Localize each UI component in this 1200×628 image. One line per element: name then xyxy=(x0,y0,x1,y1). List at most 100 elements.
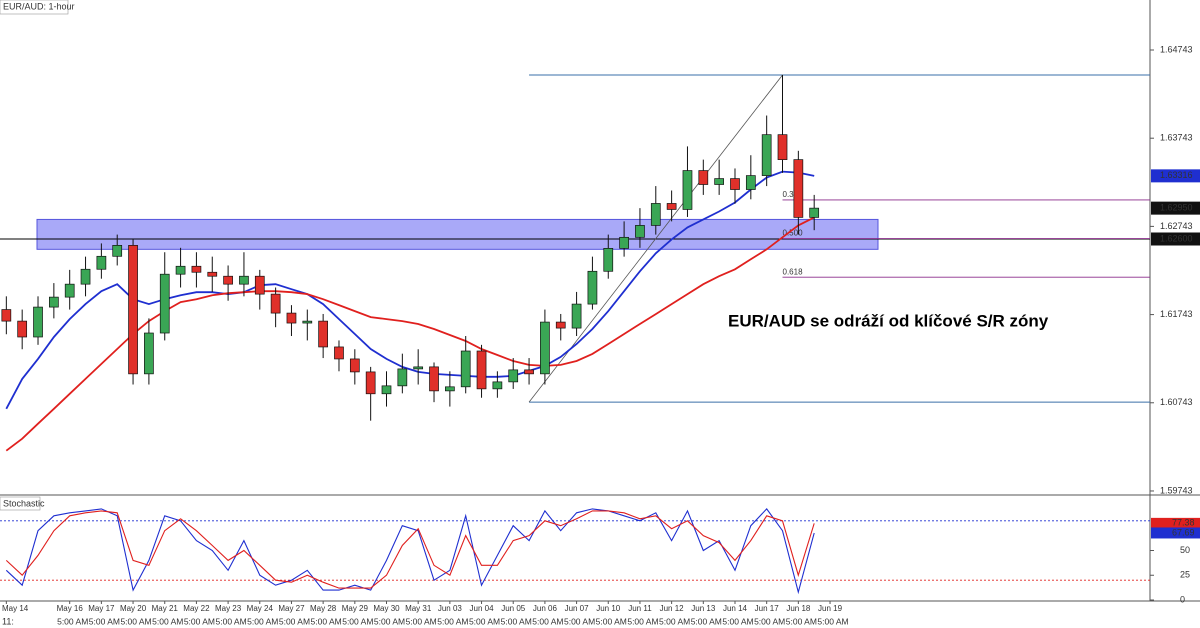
candle-body xyxy=(524,369,534,375)
y-tick-label: 1.61743 xyxy=(1160,309,1193,319)
price-badge-label: 1.62950 xyxy=(1160,203,1193,213)
time-label: 5:00 AM xyxy=(564,616,595,626)
stochastic-title: Stochastic xyxy=(3,498,45,508)
chart-title: EUR/AUD: 1-hour xyxy=(3,1,75,11)
time-label: 5:00 AM xyxy=(817,616,848,626)
candle-body xyxy=(286,312,297,324)
time-label: 5:00 AM xyxy=(532,616,563,626)
time-label: 5:00 AM xyxy=(722,616,753,626)
candle-body xyxy=(587,270,598,305)
time-label: 5:00 AM xyxy=(247,616,278,626)
time-label: 5:00 AM xyxy=(120,616,151,626)
stochastic-badge-label: 67.69 xyxy=(1172,527,1195,537)
candle-body xyxy=(381,385,392,395)
time-label: 5:00 AM xyxy=(469,616,500,626)
time-label: 5:00 AM xyxy=(374,616,405,626)
x-tick-label: May 29 xyxy=(342,604,369,613)
candle-body xyxy=(49,296,59,308)
price-badge xyxy=(1151,232,1200,246)
candle-body xyxy=(349,358,360,373)
stochastic-line xyxy=(5,508,815,595)
candle-body xyxy=(682,170,693,210)
x-tick-label: Jun 11 xyxy=(628,604,652,613)
time-label: 5:00 AM xyxy=(786,616,817,626)
candle-body xyxy=(239,275,249,285)
time-label: 5:00 AM xyxy=(216,616,247,626)
fib-label: 0.500 xyxy=(783,229,804,238)
time-label: 5:00 AM xyxy=(627,616,658,626)
x-tick-label: May 31 xyxy=(405,604,432,613)
candle-body xyxy=(17,320,28,338)
time-label: 5:00 AM xyxy=(57,616,88,626)
candle-body xyxy=(508,369,519,383)
time-label: 5:00 AM xyxy=(754,616,785,626)
candle-body xyxy=(365,371,376,395)
candle-body xyxy=(745,175,756,190)
time-label: 5:00 AM xyxy=(596,616,627,626)
fib-label: 0.382 xyxy=(783,190,804,199)
candle-body xyxy=(175,265,186,275)
y-tick-label: 1.64743 xyxy=(1160,44,1193,54)
moving-average xyxy=(5,216,815,452)
x-tick-label: Jun 17 xyxy=(755,604,780,613)
time-label: 5:00 AM xyxy=(691,616,722,626)
price-badge xyxy=(1151,201,1200,215)
candle-body xyxy=(302,320,313,324)
x-tick-label: Jun 04 xyxy=(470,604,495,613)
stochastic-badge xyxy=(1151,517,1200,529)
x-tick-label: May 14 xyxy=(2,604,29,613)
sr-zone xyxy=(36,218,879,250)
time-label: 5:00 AM xyxy=(406,616,437,626)
candle-body xyxy=(64,283,75,298)
x-tick-label: Jun 18 xyxy=(786,604,811,613)
candle-body xyxy=(128,245,138,375)
candle-body xyxy=(476,350,487,390)
candle-body xyxy=(650,203,661,226)
candle-body xyxy=(334,346,344,360)
x-tick-label: Jun 12 xyxy=(660,604,685,613)
candle-body xyxy=(1,309,12,322)
candle-body xyxy=(445,386,455,392)
candle-body xyxy=(207,271,218,277)
x-tick-label: Jun 05 xyxy=(501,604,526,613)
candle-body xyxy=(761,134,772,176)
time-label: 5:00 AM xyxy=(311,616,342,626)
x-tick-label: May 28 xyxy=(310,604,337,613)
stochastic-tick-label: 25 xyxy=(1180,570,1190,580)
y-tick-label: 1.63743 xyxy=(1160,133,1193,143)
x-tick-label: May 20 xyxy=(120,604,147,613)
candle-body xyxy=(714,178,724,185)
stochastic-badge xyxy=(1151,527,1200,539)
candle-body xyxy=(33,306,43,338)
stochastic-badge-label: 77.38 xyxy=(1172,518,1195,528)
x-tick-label: May 16 xyxy=(57,604,84,613)
y-tick-label: 1.60743 xyxy=(1160,397,1193,407)
candle-body xyxy=(460,350,471,388)
stochastic-line xyxy=(5,510,815,589)
time-label: 5:00 AM xyxy=(437,616,468,626)
stochastic-tick-label: 50 xyxy=(1180,545,1190,555)
candle-body xyxy=(429,366,439,392)
x-tick-label: May 17 xyxy=(88,604,115,613)
candle-body xyxy=(270,293,281,314)
candle-body xyxy=(777,134,788,160)
candle-body xyxy=(112,245,123,257)
candle-body xyxy=(809,207,820,218)
time-label: 5:00 AM xyxy=(89,616,120,626)
y-tick-label: 1.62743 xyxy=(1160,221,1193,231)
candle-body xyxy=(191,265,202,273)
x-tick-label: Jun 19 xyxy=(818,604,843,613)
candle-body xyxy=(571,303,582,329)
time-label: 5:00 AM xyxy=(501,616,532,626)
time-label: 5:00 AM xyxy=(279,616,310,626)
time-label: 5:00 AM xyxy=(342,616,373,626)
candle-body xyxy=(619,236,629,249)
candle-body xyxy=(223,275,233,285)
candle-body xyxy=(254,275,265,295)
x-tick-label: Jun 14 xyxy=(723,604,748,613)
x-tick-label: May 24 xyxy=(247,604,274,613)
candle-body xyxy=(159,273,170,334)
candle-body xyxy=(318,320,328,348)
